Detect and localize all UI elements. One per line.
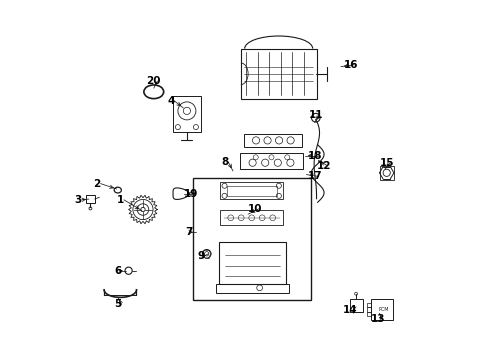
Text: 4: 4 bbox=[167, 96, 174, 106]
Bar bbox=[173, 96, 200, 132]
Bar bbox=[220, 210, 283, 225]
Text: 15: 15 bbox=[379, 158, 393, 168]
Bar bbox=[193, 178, 310, 300]
Text: 6: 6 bbox=[114, 266, 121, 276]
Bar bbox=[240, 153, 303, 169]
Bar bbox=[220, 182, 283, 199]
Bar bbox=[219, 242, 285, 284]
Bar bbox=[366, 303, 370, 307]
Text: 17: 17 bbox=[307, 171, 322, 181]
Bar bbox=[226, 186, 276, 196]
Text: 16: 16 bbox=[343, 60, 357, 70]
Bar bbox=[244, 134, 302, 147]
Text: 10: 10 bbox=[247, 204, 262, 214]
Bar bbox=[86, 195, 95, 203]
Bar bbox=[366, 312, 370, 316]
Text: 2: 2 bbox=[93, 179, 101, 189]
Text: 7: 7 bbox=[184, 227, 192, 237]
Text: 19: 19 bbox=[183, 189, 198, 199]
Text: 14: 14 bbox=[342, 305, 357, 315]
Bar bbox=[370, 299, 392, 320]
Text: 18: 18 bbox=[307, 150, 321, 161]
Bar bbox=[349, 299, 362, 312]
Text: 3: 3 bbox=[74, 195, 81, 205]
Bar bbox=[241, 49, 316, 99]
Text: 1: 1 bbox=[117, 195, 123, 205]
Text: 8: 8 bbox=[221, 157, 228, 167]
Text: 13: 13 bbox=[370, 314, 384, 324]
Bar bbox=[366, 307, 370, 312]
Bar bbox=[379, 166, 393, 180]
Text: PCM: PCM bbox=[378, 307, 388, 312]
Text: 9: 9 bbox=[197, 251, 204, 261]
Text: 12: 12 bbox=[316, 161, 330, 171]
Bar bbox=[215, 284, 289, 292]
Text: 20: 20 bbox=[146, 76, 161, 86]
Text: 11: 11 bbox=[308, 110, 323, 120]
Text: 5: 5 bbox=[114, 299, 121, 309]
